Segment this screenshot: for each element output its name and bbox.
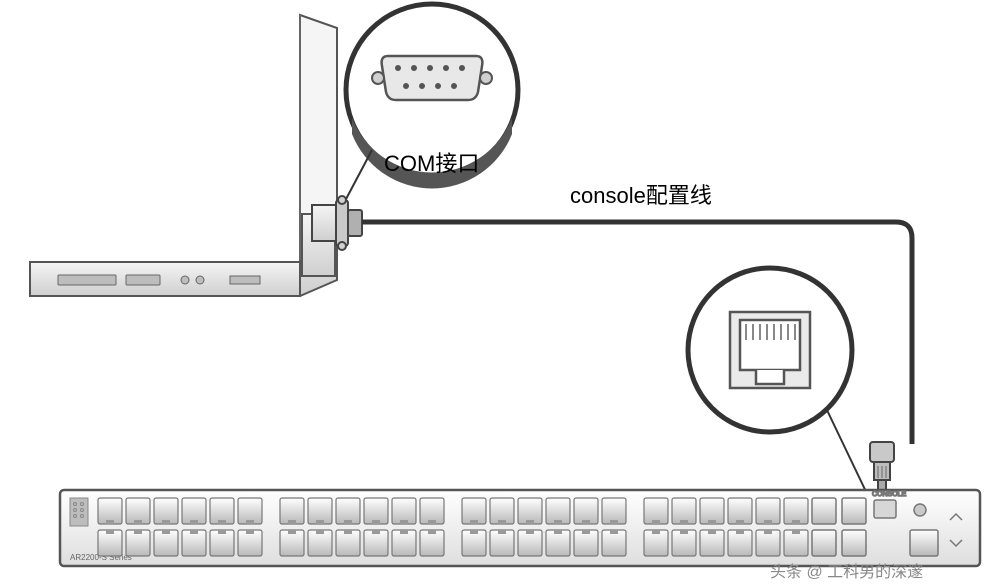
- rj45-jack-icon: [730, 312, 810, 388]
- diagram-stage: AR2200-S Series CONSOLE COM接口 console配置线…: [0, 0, 1000, 584]
- com-callout: [336, 4, 518, 218]
- rj45-plug-icon: [870, 442, 894, 492]
- laptop: [30, 15, 337, 296]
- network-switch: AR2200-S Series CONSOLE: [60, 490, 980, 566]
- serial-connector-icon: [312, 196, 362, 250]
- diagram-svg: AR2200-S Series CONSOLE: [0, 0, 1000, 584]
- com-port-label: COM接口: [384, 146, 479, 178]
- db9-port-icon: [372, 56, 492, 100]
- svg-text:CONSOLE: CONSOLE: [872, 491, 907, 498]
- rj45-callout: [688, 268, 870, 500]
- console-cable-label: console配置线: [570, 178, 712, 210]
- watermark-text: 头条 @ 工科男的深邃: [770, 558, 923, 582]
